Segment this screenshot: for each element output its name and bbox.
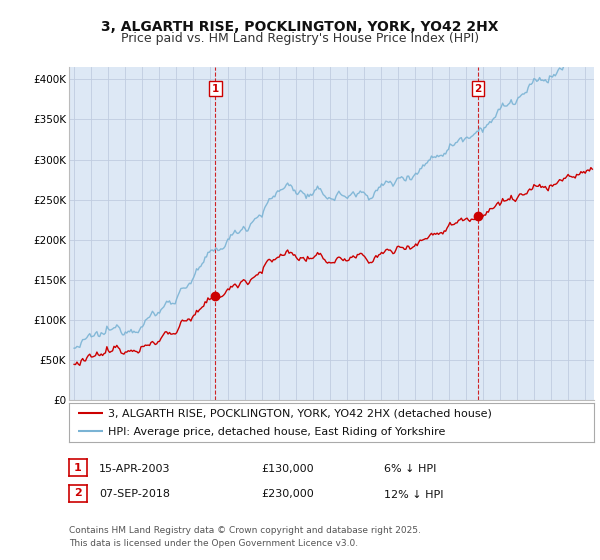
Text: 1: 1: [212, 84, 219, 94]
Text: £230,000: £230,000: [261, 489, 314, 500]
Text: 15-APR-2003: 15-APR-2003: [99, 464, 170, 474]
Text: 07-SEP-2018: 07-SEP-2018: [99, 489, 170, 500]
Text: £130,000: £130,000: [261, 464, 314, 474]
Text: 2: 2: [74, 488, 82, 498]
Text: 12% ↓ HPI: 12% ↓ HPI: [384, 489, 443, 500]
Text: 3, ALGARTH RISE, POCKLINGTON, YORK, YO42 2HX (detached house): 3, ALGARTH RISE, POCKLINGTON, YORK, YO42…: [109, 409, 492, 419]
Text: 1: 1: [74, 463, 82, 473]
Text: 3, ALGARTH RISE, POCKLINGTON, YORK, YO42 2HX: 3, ALGARTH RISE, POCKLINGTON, YORK, YO42…: [101, 20, 499, 34]
Text: 2: 2: [474, 84, 482, 94]
Text: Contains HM Land Registry data © Crown copyright and database right 2025.
This d: Contains HM Land Registry data © Crown c…: [69, 526, 421, 548]
Text: Price paid vs. HM Land Registry's House Price Index (HPI): Price paid vs. HM Land Registry's House …: [121, 32, 479, 45]
Text: 6% ↓ HPI: 6% ↓ HPI: [384, 464, 436, 474]
Text: HPI: Average price, detached house, East Riding of Yorkshire: HPI: Average price, detached house, East…: [109, 427, 446, 437]
